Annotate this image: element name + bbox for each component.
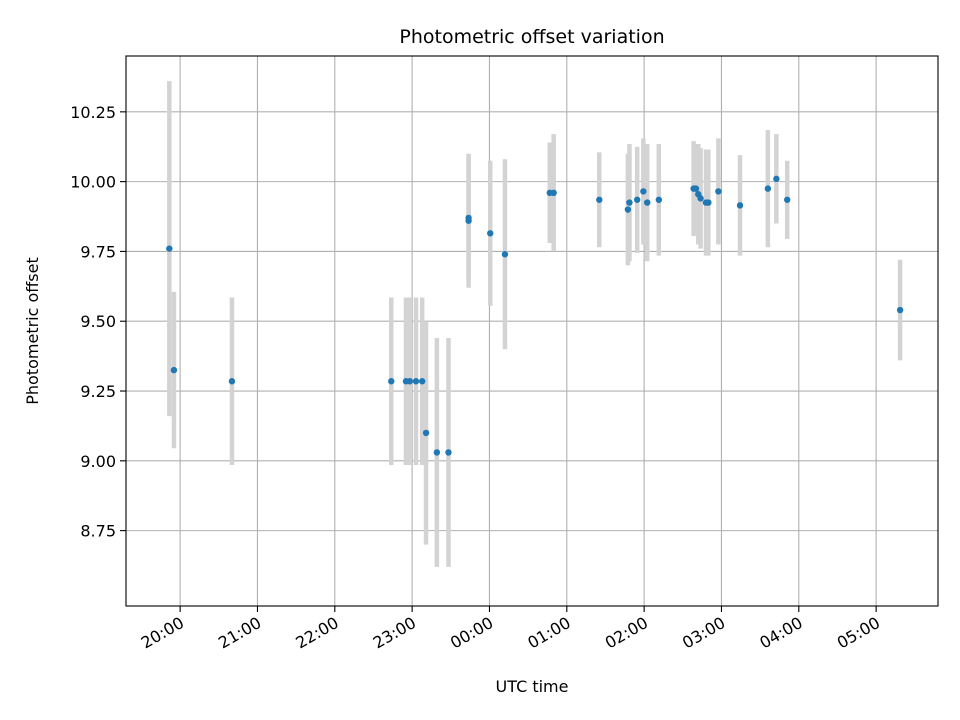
data-point	[445, 449, 452, 456]
data-point	[166, 245, 173, 252]
data-point	[764, 185, 772, 192]
data-point	[228, 378, 236, 385]
data-point	[784, 196, 791, 203]
data-point	[896, 306, 904, 314]
data-point	[624, 206, 632, 213]
data-point	[596, 196, 603, 203]
y-tick-label: 8.75	[80, 522, 116, 541]
data-point	[170, 366, 178, 374]
y-tick-label: 10.00	[70, 173, 116, 192]
data-point	[633, 196, 641, 203]
data-point	[433, 449, 441, 456]
y-axis-ticks: 8.75 9.00 9.25 9.50 9.75 10.00 10.25	[70, 103, 126, 541]
data-point	[418, 378, 426, 385]
data-point	[412, 378, 420, 385]
data-point	[640, 188, 647, 195]
y-tick-label: 9.75	[80, 242, 116, 261]
data-point	[550, 189, 557, 197]
data-point	[715, 188, 722, 195]
data-point	[697, 195, 704, 202]
data-point	[692, 185, 700, 192]
y-tick-label: 9.00	[80, 452, 116, 471]
data-point	[406, 378, 414, 385]
data-point	[626, 199, 633, 206]
plot-frame	[125, 55, 939, 607]
data-point	[655, 196, 663, 203]
y-tick-label: 9.25	[80, 382, 116, 401]
data-point	[501, 251, 509, 258]
y-tick-label: 10.25	[70, 103, 116, 122]
data-point	[644, 199, 651, 206]
data-point	[487, 230, 494, 237]
y-tick-label: 9.50	[80, 312, 116, 331]
data-point	[736, 202, 744, 209]
grid-lines	[126, 56, 938, 606]
x-axis-label: UTC time	[496, 677, 569, 696]
chart-title: Photometric offset variation	[399, 26, 664, 48]
data-point	[705, 199, 712, 206]
data-point	[465, 214, 472, 222]
data-point	[422, 429, 430, 437]
data-point	[388, 378, 395, 385]
y-axis-label: Photometric offset	[23, 257, 42, 405]
data-points	[166, 175, 904, 456]
data-point	[773, 175, 780, 183]
